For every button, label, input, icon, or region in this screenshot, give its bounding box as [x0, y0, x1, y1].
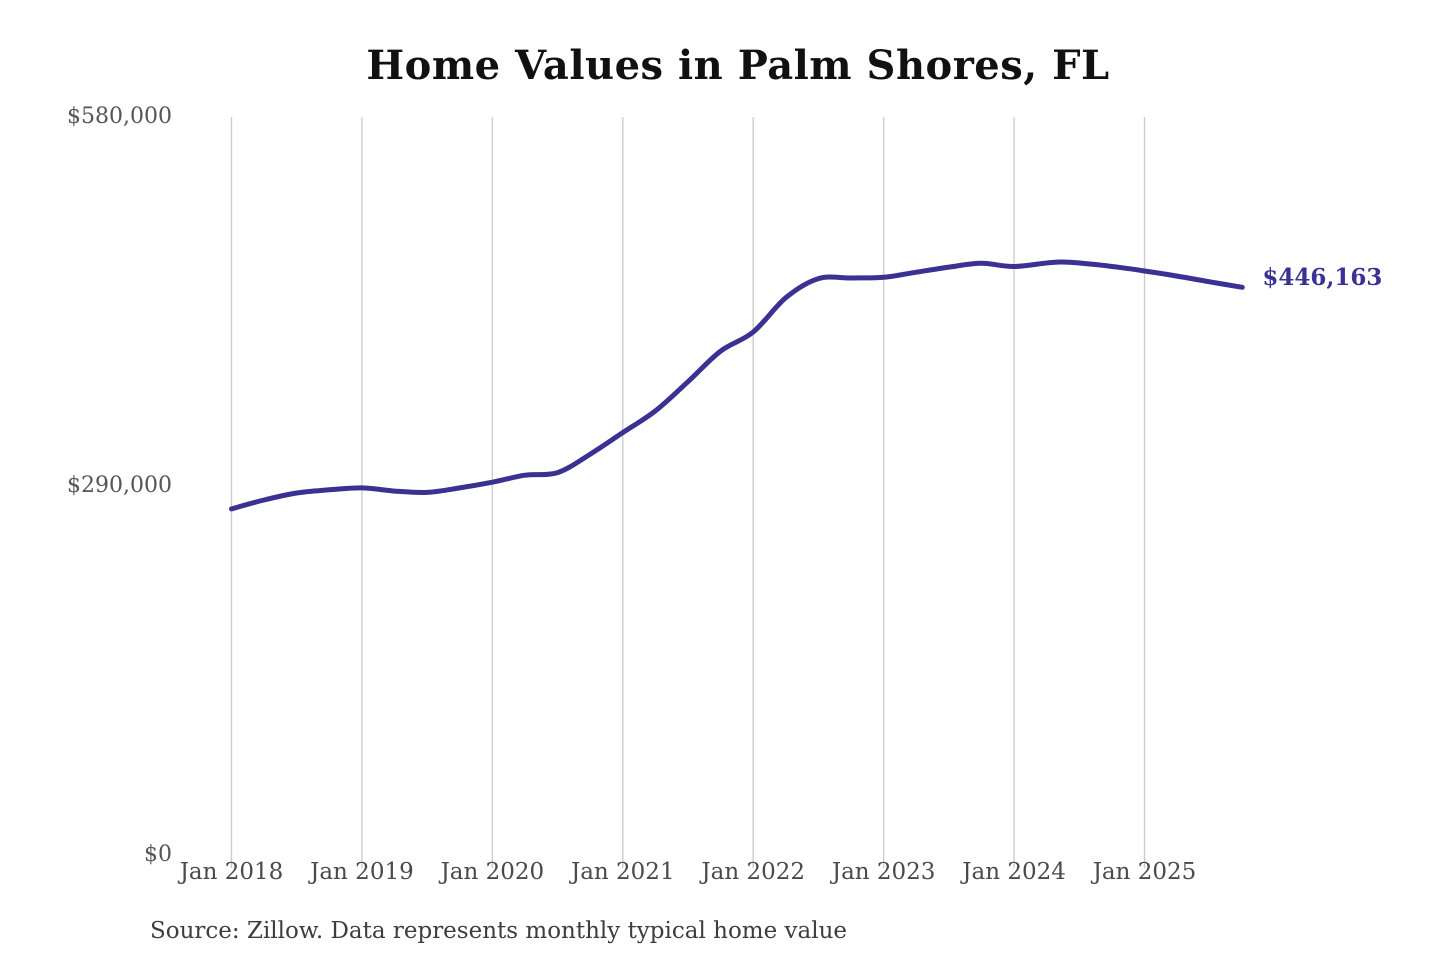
x-axis-tick-label-2019: Jan 2019 — [310, 859, 414, 885]
x-axis-tick-label-2018: Jan 2018 — [179, 859, 284, 885]
x-axis-tick-label-2023: Jan 2023 — [831, 859, 936, 885]
chart-title: Home Values in Palm Shores, FL — [366, 42, 1110, 89]
x-axis-tick-label-2025: Jan 2025 — [1092, 859, 1197, 885]
y-axis-tick-label-580000: $580,000 — [67, 104, 172, 129]
x-axis-tick-label-2021: Jan 2021 — [570, 859, 675, 885]
x-axis-tick-label-2024: Jan 2024 — [962, 859, 1066, 885]
latest-value-label: $446,163 — [1262, 264, 1383, 292]
home-value-line — [229, 259, 1245, 512]
y-axis-tick-label-290000: $290,000 — [67, 473, 172, 498]
source-note: Source: Zillow. Data represents monthly … — [150, 918, 848, 944]
y-axis-tick-label-0: $0 — [144, 842, 172, 867]
x-axis-tick-label-2020: Jan 2020 — [440, 859, 545, 885]
x-axis-tick-label-2022: Jan 2022 — [701, 859, 806, 885]
